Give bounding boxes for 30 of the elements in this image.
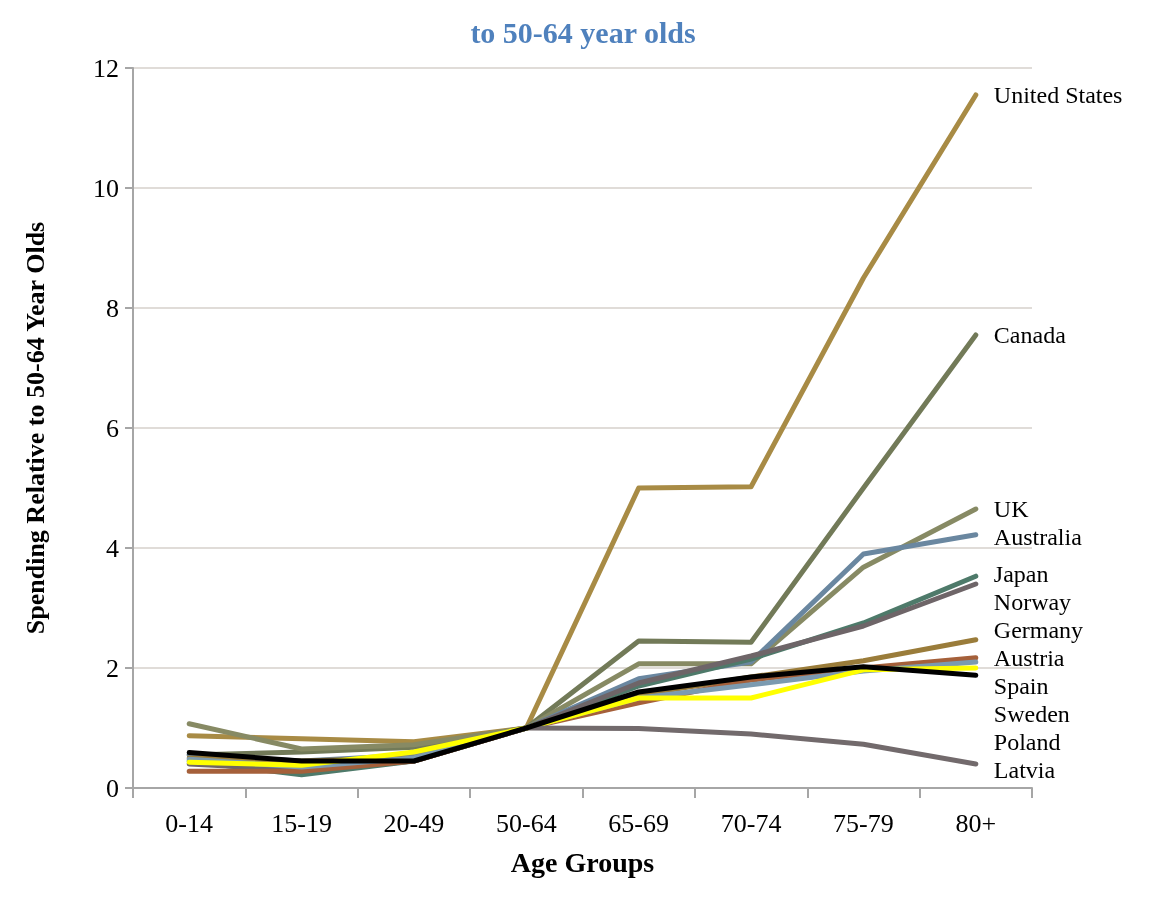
y-tick-label: 8	[106, 293, 119, 323]
series-label: Canada	[993, 322, 1067, 348]
x-tick-label: 15-19	[271, 808, 332, 838]
x-tick-label: 50-64	[495, 808, 557, 838]
x-tick-label: 75-79	[833, 808, 894, 838]
series-label: Germany	[993, 617, 1084, 643]
series-label: Sweden	[993, 701, 1070, 727]
x-tick-label: 70-74	[720, 808, 782, 838]
y-tick-label: 0	[106, 773, 119, 803]
series-label: Austria	[993, 645, 1065, 671]
series-label: United States	[993, 82, 1123, 108]
y-tick-label: 6	[106, 413, 119, 443]
text: Poland	[993, 729, 1061, 755]
y-tick-label: 2	[106, 653, 119, 683]
y-tick-label: 12	[93, 53, 119, 83]
x-tick-label: 80+	[955, 808, 997, 838]
series-label: Spain	[993, 673, 1049, 699]
x-tick-label: 20-49	[383, 808, 445, 838]
x-axis-title: Age Groups	[510, 846, 655, 878]
y-axis-title: Spending Relative to 50-64 Year Olds	[20, 221, 50, 635]
chart-title: to 50-64 year olds	[470, 15, 696, 49]
series-label: UK	[993, 496, 1030, 522]
series-label: Latvia	[993, 757, 1056, 783]
series-label: Australia	[993, 524, 1083, 550]
x-tick-label: 65-69	[608, 808, 670, 838]
y-tick-label: 4	[106, 533, 119, 563]
series-label: Japan	[993, 561, 1049, 587]
y-tick-label: 10	[93, 173, 119, 203]
x-tick-label: 0-14	[165, 808, 214, 838]
series-label: Norway	[993, 589, 1072, 615]
